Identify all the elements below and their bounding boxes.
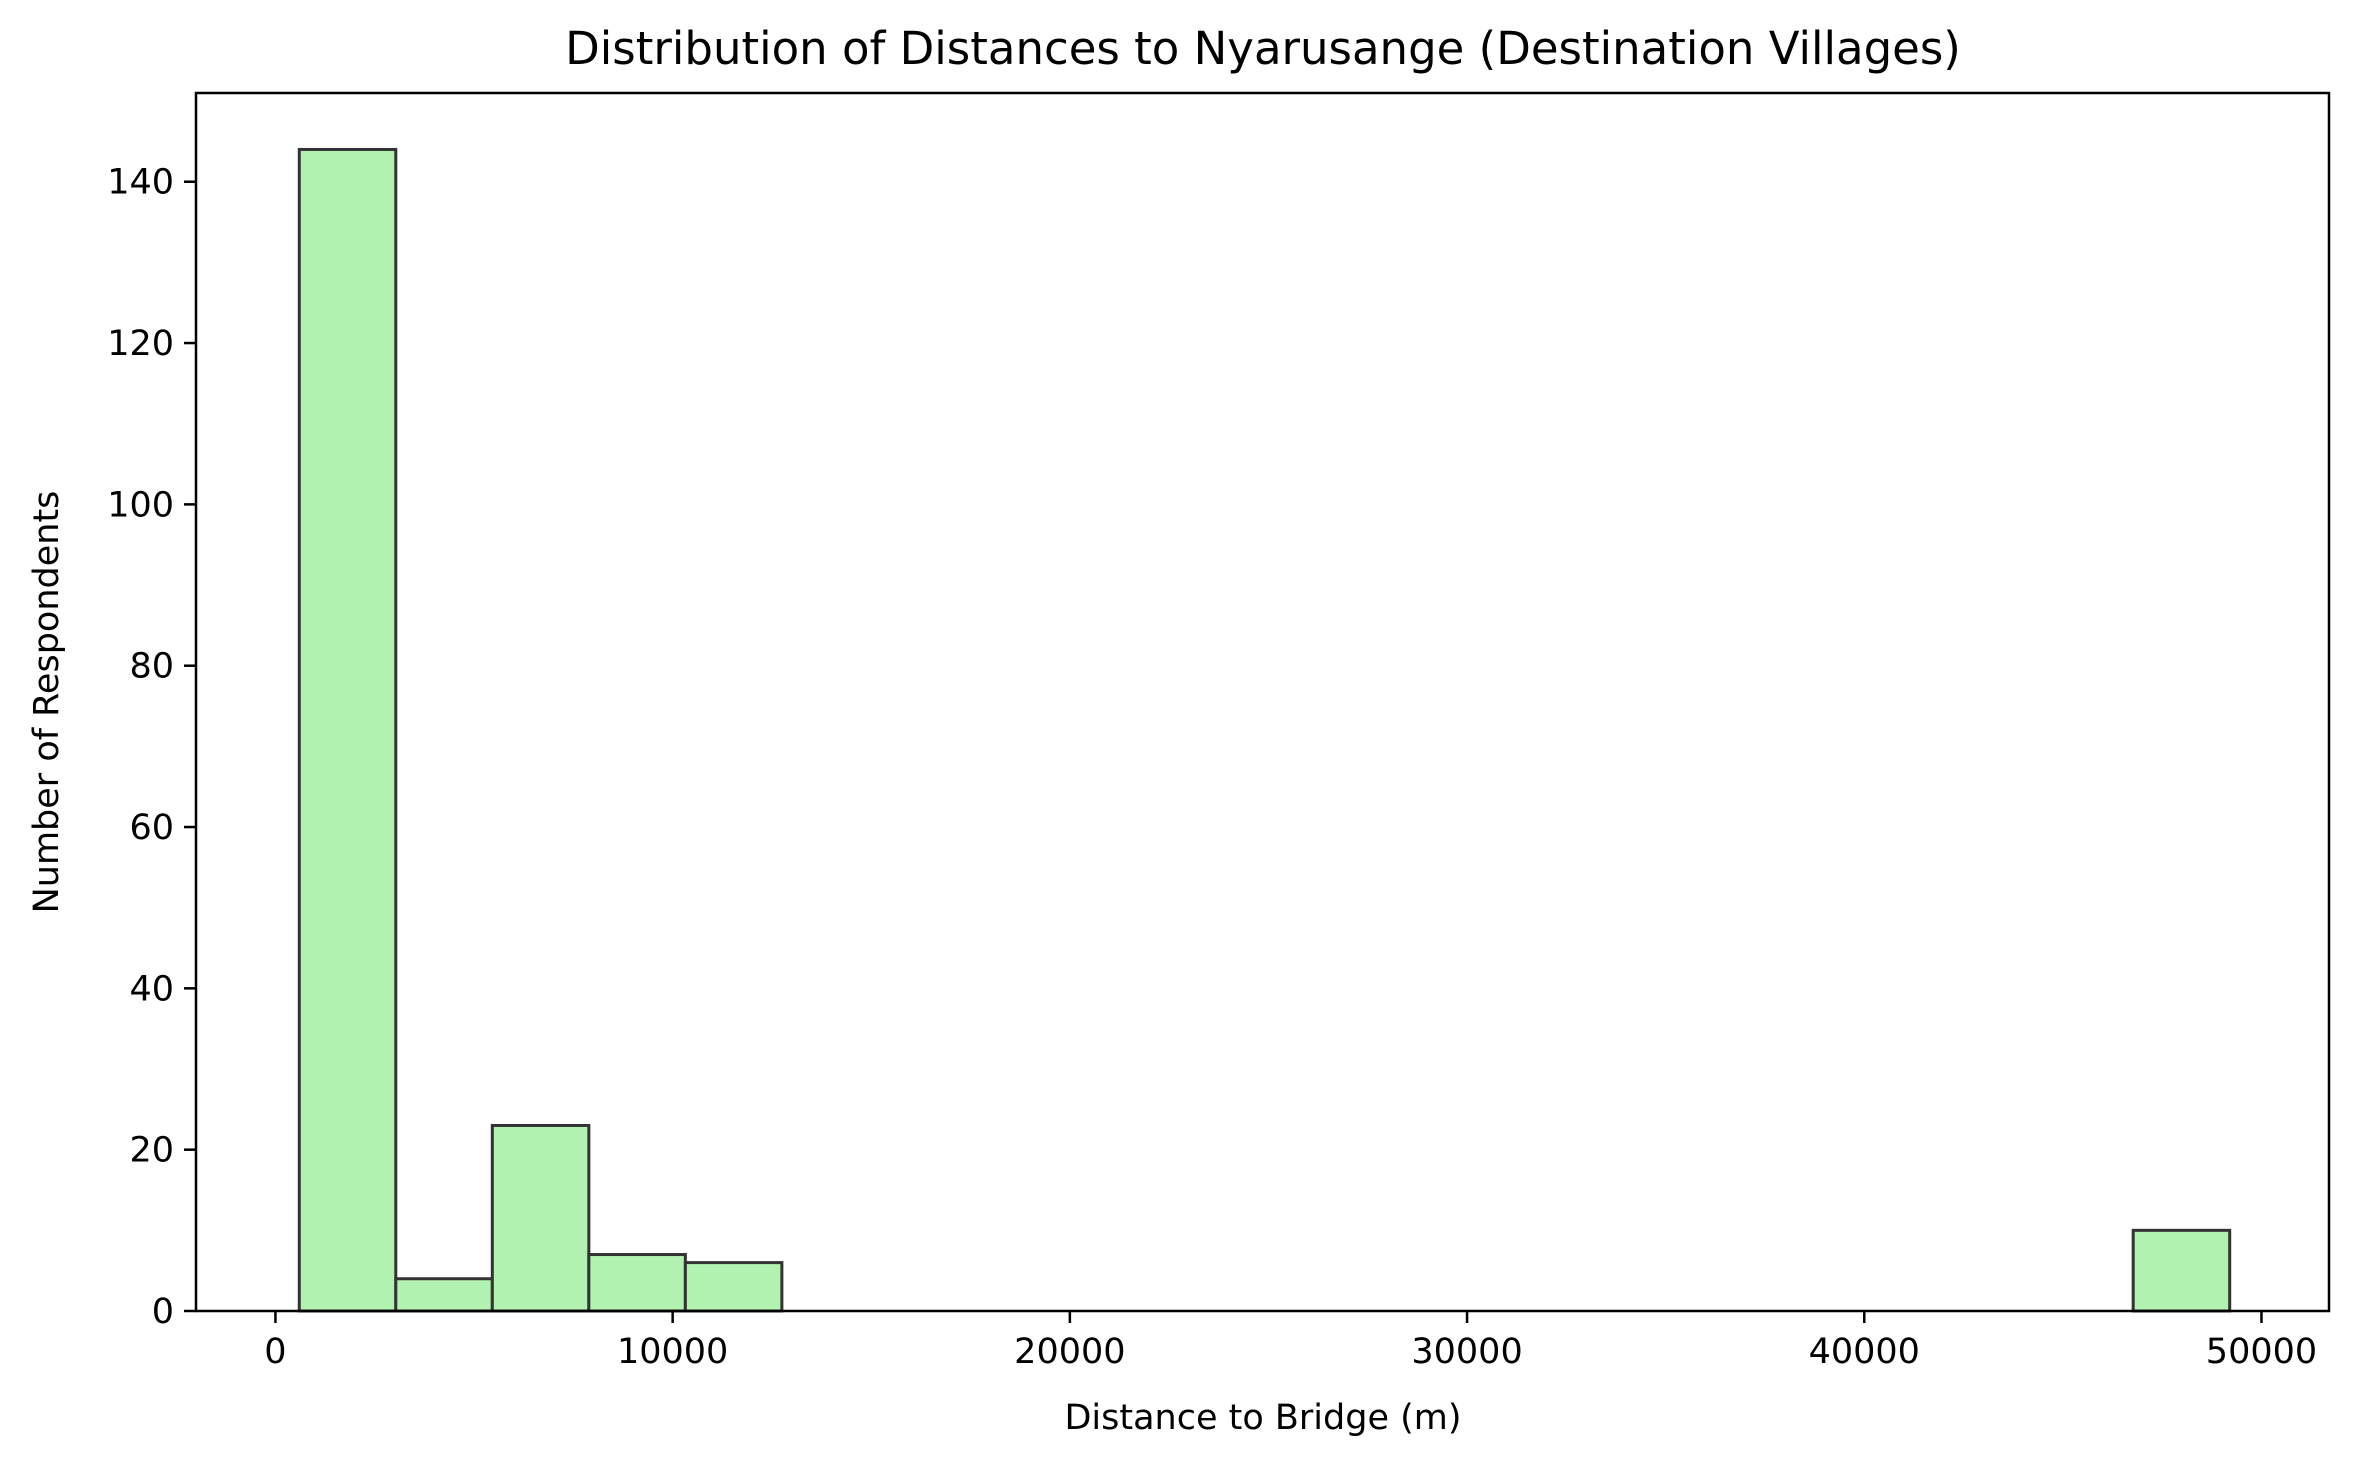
x-axis-title: Distance to Bridge (m): [1064, 1398, 1461, 1438]
y-tick-label: 60: [129, 808, 174, 848]
y-tick-label: 140: [107, 163, 174, 203]
y-tick-label: 20: [129, 1131, 174, 1171]
histogram-bar: [297, 147, 398, 1313]
x-tick-label: 20000: [1014, 1332, 1125, 1372]
histogram-bar: [2131, 1228, 2232, 1313]
x-tick-label: 40000: [1809, 1332, 1920, 1372]
histogram-bar: [490, 1123, 591, 1313]
y-tick-label: 0: [152, 1292, 174, 1332]
x-tick-label: 10000: [617, 1332, 728, 1372]
histogram-bar: [394, 1277, 494, 1313]
x-axis: 0 10000 20000 30000 40000 50000: [264, 1311, 2317, 1372]
y-tick-label: 120: [107, 324, 174, 364]
bars-layer: [297, 147, 2232, 1313]
histogram-bar: [683, 1261, 784, 1313]
histogram-bar: [587, 1253, 687, 1313]
y-axis: 0 20 40 60 80 100 120 140: [107, 163, 196, 1332]
x-tick-label: 50000: [2206, 1332, 2317, 1372]
y-tick-label: 80: [129, 647, 174, 687]
y-tick-label: 40: [129, 969, 174, 1009]
x-tick-label: 0: [264, 1332, 286, 1372]
chart-title: Distribution of Distances to Nyarusange …: [565, 22, 1961, 75]
plot-frame: [194, 91, 2331, 1313]
y-tick-label: 100: [107, 485, 174, 525]
y-axis-title: Number of Respondents: [27, 491, 67, 914]
x-tick-label: 30000: [1411, 1332, 1522, 1372]
